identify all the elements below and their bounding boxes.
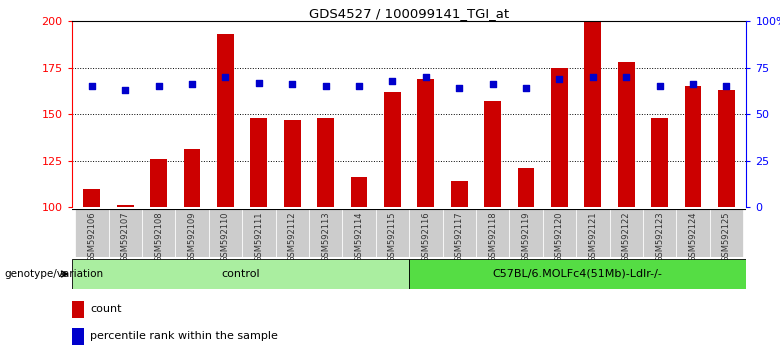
Bar (376, 209, 409, 257)
Text: GSM592108: GSM592108 (154, 211, 163, 262)
Text: GSM592122: GSM592122 (622, 211, 631, 262)
Text: C57BL/6.MOLFc4(51Mb)-Ldlr-/-: C57BL/6.MOLFc4(51Mb)-Ldlr-/- (493, 269, 663, 279)
Point (119, 87, 132, 93)
Bar (718, 90, 735, 207)
Bar (451, 181, 467, 207)
Text: count: count (90, 304, 122, 314)
Text: GSM592118: GSM592118 (488, 211, 497, 262)
Bar (317, 118, 334, 207)
Bar (710, 209, 743, 257)
Point (186, 81, 198, 87)
Bar (72, 328, 84, 345)
Bar (284, 120, 300, 207)
Point (686, 81, 699, 87)
Text: GSM592114: GSM592114 (354, 211, 363, 262)
Bar (384, 92, 401, 207)
Bar (108, 209, 142, 257)
Bar (618, 62, 635, 207)
Bar (476, 209, 509, 257)
Text: GSM592110: GSM592110 (221, 211, 230, 262)
Text: GSM592119: GSM592119 (522, 211, 530, 262)
Point (420, 74, 432, 80)
Bar (242, 209, 275, 257)
Bar (484, 101, 501, 207)
Bar (151, 159, 167, 207)
Point (720, 84, 732, 89)
Point (152, 84, 165, 89)
Text: GSM592106: GSM592106 (87, 211, 96, 262)
Text: GSM592111: GSM592111 (254, 211, 264, 262)
Text: GSM592121: GSM592121 (588, 211, 597, 262)
Bar (209, 209, 242, 257)
Point (319, 84, 332, 89)
Text: GSM592124: GSM592124 (689, 211, 697, 262)
Bar (351, 177, 367, 207)
Bar (72, 259, 409, 289)
Bar (584, 21, 601, 207)
Point (386, 78, 399, 84)
Bar (183, 149, 200, 207)
Bar (275, 209, 309, 257)
Text: GSM592107: GSM592107 (121, 211, 129, 262)
Bar (117, 205, 133, 207)
Bar (609, 209, 643, 257)
Bar (643, 209, 676, 257)
Point (654, 84, 666, 89)
Point (453, 85, 466, 91)
Text: GSM592123: GSM592123 (655, 211, 664, 262)
Bar (83, 188, 100, 207)
Bar (250, 118, 268, 207)
Text: GSM592116: GSM592116 (421, 211, 431, 262)
Point (487, 81, 499, 87)
Bar (417, 79, 434, 207)
Point (519, 85, 532, 91)
Text: percentile rank within the sample: percentile rank within the sample (90, 331, 278, 341)
Text: GSM592112: GSM592112 (288, 211, 296, 262)
Text: GSM592109: GSM592109 (187, 211, 197, 262)
Text: genotype/variation: genotype/variation (4, 269, 103, 279)
Point (553, 76, 566, 82)
Point (620, 74, 633, 80)
Bar (676, 209, 710, 257)
Bar (551, 68, 568, 207)
Bar (685, 86, 701, 207)
Bar (409, 259, 746, 289)
Bar (142, 209, 176, 257)
Text: GSM592125: GSM592125 (722, 211, 731, 262)
Bar (217, 34, 234, 207)
Bar (309, 209, 342, 257)
Point (253, 80, 265, 85)
Bar (176, 209, 209, 257)
Bar (651, 118, 668, 207)
Bar (72, 301, 84, 318)
Point (587, 74, 599, 80)
Bar (518, 168, 534, 207)
Bar (75, 209, 108, 257)
Bar (342, 209, 376, 257)
Text: GSM592117: GSM592117 (455, 211, 464, 262)
Point (86, 84, 98, 89)
Text: GSM592120: GSM592120 (555, 211, 564, 262)
Text: GSM592113: GSM592113 (321, 211, 330, 262)
Point (353, 84, 365, 89)
Bar (509, 209, 543, 257)
Text: GSM592115: GSM592115 (388, 211, 397, 262)
Bar (442, 209, 476, 257)
Point (286, 81, 299, 87)
Title: GDS4527 / 100099141_TGI_at: GDS4527 / 100099141_TGI_at (309, 7, 509, 20)
Bar (409, 209, 442, 257)
Text: control: control (221, 269, 260, 279)
Bar (576, 209, 609, 257)
Bar (543, 209, 576, 257)
Point (219, 74, 232, 80)
